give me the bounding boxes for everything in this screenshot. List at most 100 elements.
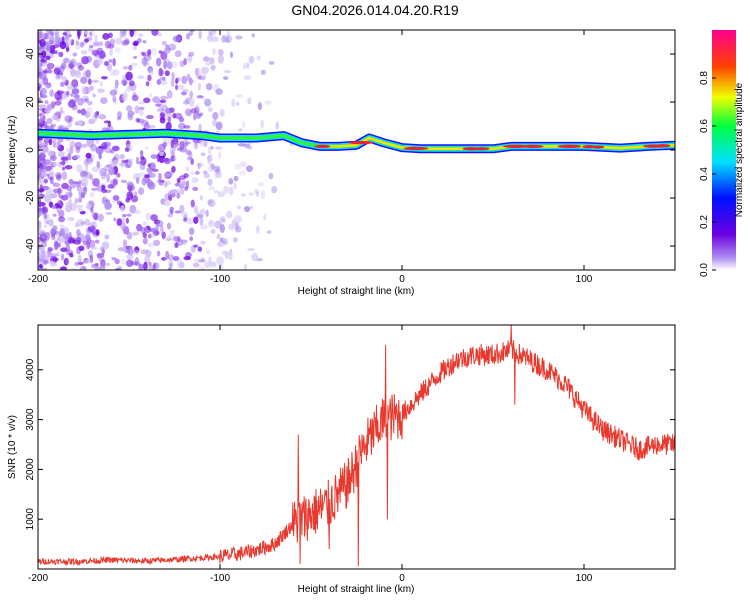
noise-speckle bbox=[184, 186, 189, 191]
noise-speckle bbox=[188, 51, 195, 57]
noise-speckle bbox=[42, 62, 48, 67]
noise-speckle bbox=[90, 207, 94, 213]
noise-speckle bbox=[174, 182, 180, 187]
snr-y-axis-label: SNR (10 * v/v) bbox=[7, 415, 18, 479]
noise-speckle bbox=[236, 205, 241, 210]
noise-speckle bbox=[142, 221, 148, 226]
noise-speckle bbox=[260, 190, 266, 200]
noise-speckle bbox=[180, 188, 185, 195]
noise-speckle bbox=[190, 158, 194, 165]
noise-speckle bbox=[171, 72, 175, 80]
noise-speckle bbox=[127, 113, 134, 121]
noise-speckle bbox=[57, 144, 65, 152]
noise-speckle bbox=[141, 52, 147, 57]
noise-speckle bbox=[194, 106, 200, 115]
noise-speckle bbox=[208, 186, 215, 191]
noise-speckle bbox=[114, 79, 119, 89]
noise-speckle bbox=[120, 222, 127, 231]
noise-speckle bbox=[166, 90, 173, 99]
noise-speckle bbox=[90, 30, 95, 38]
noise-speckle bbox=[186, 110, 192, 117]
noise-speckle bbox=[40, 121, 48, 127]
noise-speckle bbox=[138, 101, 145, 105]
noise-speckle bbox=[204, 261, 212, 269]
noise-speckle bbox=[200, 240, 206, 245]
noise-speckle bbox=[180, 239, 188, 245]
noise-speckle bbox=[188, 227, 195, 236]
noise-speckle bbox=[125, 217, 129, 224]
noise-speckle bbox=[243, 263, 248, 270]
noise-speckle bbox=[147, 66, 154, 74]
noise-speckle bbox=[38, 66, 42, 73]
noise-speckle bbox=[142, 237, 148, 245]
noise-speckle bbox=[47, 249, 53, 258]
noise-speckle bbox=[152, 262, 157, 269]
noise-speckle bbox=[81, 86, 87, 95]
noise-speckle bbox=[217, 54, 224, 64]
noise-speckle bbox=[172, 35, 181, 43]
noise-speckle bbox=[140, 150, 144, 156]
y-tick-label: -40 bbox=[25, 238, 36, 253]
noise-speckle bbox=[109, 89, 118, 96]
noise-speckle bbox=[107, 120, 111, 128]
noise-speckle bbox=[160, 95, 168, 101]
noise-speckle bbox=[214, 170, 223, 179]
noise-speckle bbox=[85, 152, 92, 159]
noise-speckle bbox=[81, 41, 88, 45]
noise-speckle bbox=[91, 263, 96, 269]
noise-speckle bbox=[98, 213, 104, 222]
noise-speckle bbox=[43, 178, 49, 184]
noise-speckle bbox=[160, 51, 168, 61]
noise-speckle bbox=[46, 117, 53, 124]
noise-speckle bbox=[77, 261, 85, 265]
noise-speckle bbox=[82, 259, 89, 264]
noise-speckle bbox=[64, 125, 69, 131]
noise-speckle bbox=[116, 172, 121, 178]
noise-speckle bbox=[91, 221, 97, 230]
noise-speckle bbox=[51, 102, 55, 110]
noise-speckle bbox=[38, 229, 44, 235]
noise-speckle bbox=[60, 81, 65, 87]
noise-speckle bbox=[90, 143, 98, 152]
noise-speckle bbox=[260, 69, 266, 75]
noise-speckle bbox=[228, 177, 234, 185]
noise-speckle bbox=[193, 216, 199, 224]
noise-speckle bbox=[52, 139, 57, 149]
noise-speckle bbox=[207, 156, 212, 166]
noise-speckle bbox=[69, 58, 77, 68]
noise-speckle bbox=[154, 103, 162, 107]
noise-speckle bbox=[39, 38, 46, 48]
noise-speckle bbox=[38, 251, 46, 259]
noise-speckle bbox=[233, 175, 239, 182]
noise-speckle bbox=[81, 56, 89, 65]
noise-speckle bbox=[158, 50, 163, 54]
noise-speckle bbox=[157, 178, 163, 184]
noise-speckle bbox=[85, 203, 92, 210]
noise-speckle bbox=[46, 62, 55, 70]
noise-speckle bbox=[99, 80, 103, 87]
noise-speckle bbox=[184, 108, 192, 116]
noise-speckle bbox=[76, 97, 84, 106]
noise-speckle bbox=[38, 162, 44, 171]
noise-speckle bbox=[69, 183, 77, 189]
noise-speckle bbox=[80, 221, 86, 225]
noise-speckle bbox=[170, 78, 175, 88]
noise-speckle bbox=[151, 168, 159, 172]
noise-speckle bbox=[120, 205, 125, 212]
noise-speckle bbox=[38, 118, 45, 128]
noise-speckle bbox=[183, 125, 191, 129]
noise-speckle bbox=[68, 238, 75, 244]
noise-speckle bbox=[120, 258, 127, 265]
noise-speckle bbox=[51, 205, 57, 209]
noise-speckle bbox=[91, 187, 98, 191]
noise-speckle bbox=[243, 143, 250, 148]
noise-speckle bbox=[213, 165, 221, 173]
noise-speckle bbox=[49, 193, 58, 199]
noise-speckle bbox=[73, 154, 81, 159]
noise-speckle bbox=[81, 177, 89, 187]
noise-speckle bbox=[107, 184, 115, 189]
noise-speckle bbox=[100, 254, 104, 261]
noise-speckle bbox=[94, 111, 98, 119]
noise-speckle bbox=[124, 159, 129, 163]
noise-speckle bbox=[169, 229, 176, 234]
